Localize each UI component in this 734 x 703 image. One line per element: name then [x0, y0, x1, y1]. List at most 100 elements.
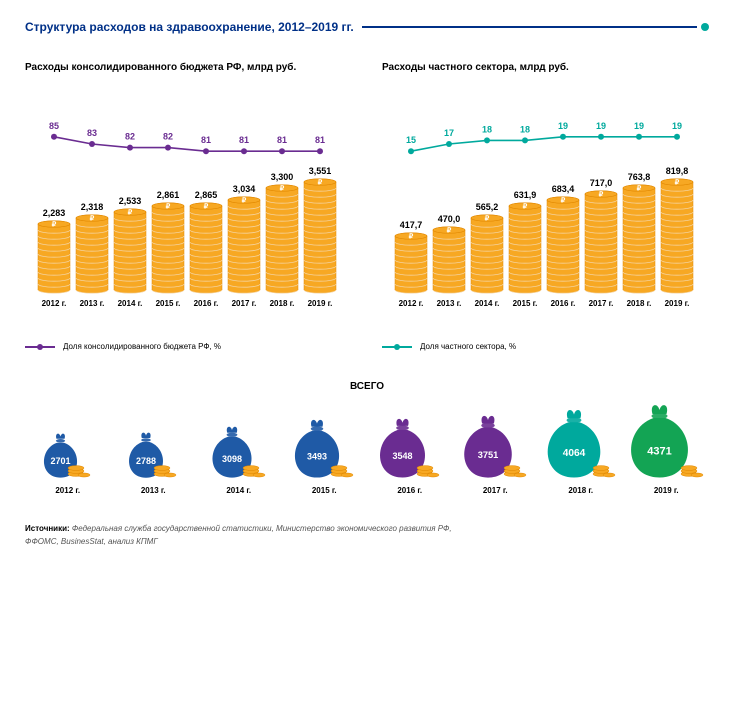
bag-year-label: 2016 г.: [397, 486, 422, 495]
svg-text:2,318: 2,318: [81, 202, 104, 212]
bag-graphic: 4064: [541, 405, 621, 480]
right-legend: Доля частного сектора, %: [382, 342, 709, 351]
bag-graphic: 3751: [458, 411, 532, 480]
bag-graphic: 3548: [374, 414, 445, 480]
svg-text:82: 82: [163, 132, 173, 142]
bag-item: 27012012 г.: [25, 429, 111, 495]
svg-text:2,533: 2,533: [119, 196, 142, 206]
svg-text:470,0: 470,0: [438, 214, 461, 224]
right-chart-svg: ₽417,72012 г.₽470,02013 г.₽565,22014 г.₽…: [382, 100, 702, 330]
svg-text:₽: ₽: [280, 185, 285, 193]
svg-text:₽: ₽: [166, 203, 171, 211]
svg-text:₽: ₽: [675, 179, 680, 187]
svg-text:₽: ₽: [242, 197, 247, 205]
svg-text:2788: 2788: [136, 456, 156, 466]
svg-text:2017 г.: 2017 г.: [232, 299, 257, 308]
right-chart: Расходы частного сектора, млрд руб. ₽417…: [382, 62, 709, 351]
bag-item: 43712019 г.: [624, 400, 710, 495]
svg-text:2019 г.: 2019 г.: [308, 299, 333, 308]
bag-year-label: 2014 г.: [226, 486, 251, 495]
svg-text:2,283: 2,283: [43, 208, 66, 218]
svg-text:81: 81: [315, 135, 325, 145]
svg-text:763,8: 763,8: [628, 172, 651, 182]
bag-item: 4064 2018 г.: [538, 405, 624, 495]
svg-text:4371: 4371: [647, 445, 671, 457]
left-chart: Расходы консолидированного бюджета РФ, м…: [25, 62, 352, 351]
left-chart-title: Расходы консолидированного бюджета РФ, м…: [25, 62, 352, 88]
svg-text:₽: ₽: [90, 215, 95, 223]
bag-item: 2788 2013 г.: [111, 428, 197, 495]
bag-year-label: 2017 г.: [483, 486, 508, 495]
sources: Источники: Федеральная служба государств…: [25, 523, 709, 549]
svg-text:18: 18: [482, 124, 492, 134]
svg-text:2018 г.: 2018 г.: [270, 299, 295, 308]
svg-text:₽: ₽: [318, 179, 323, 187]
svg-text:2017 г.: 2017 г.: [589, 299, 614, 308]
svg-text:4064: 4064: [562, 448, 585, 459]
bag-graphic: 2788: [124, 428, 182, 480]
charts-row: Расходы консолидированного бюджета РФ, м…: [25, 62, 709, 351]
svg-text:3751: 3751: [478, 450, 499, 460]
title-rule: [362, 26, 697, 28]
svg-text:565,2: 565,2: [476, 202, 499, 212]
svg-text:₽: ₽: [485, 215, 490, 223]
right-chart-title: Расходы частного сектора, млрд руб.: [382, 62, 709, 88]
left-legend-label: Доля консолидированного бюджета РФ, %: [63, 342, 221, 351]
svg-text:19: 19: [596, 121, 606, 131]
svg-text:19: 19: [672, 121, 682, 131]
bag-year-label: 2013 г.: [141, 486, 166, 495]
svg-text:19: 19: [558, 121, 568, 131]
bag-item: 3098 2014 г.: [196, 422, 282, 495]
svg-text:2019 г.: 2019 г.: [665, 299, 690, 308]
svg-text:683,4: 683,4: [552, 184, 575, 194]
svg-text:17: 17: [444, 128, 454, 138]
svg-text:₽: ₽: [204, 203, 209, 211]
svg-text:3,551: 3,551: [309, 166, 332, 176]
svg-text:₽: ₽: [599, 191, 604, 199]
svg-text:₽: ₽: [523, 203, 528, 211]
bag-graphic: 3098: [207, 422, 271, 480]
bag-item: 3548 2016 г.: [367, 414, 453, 495]
svg-text:19: 19: [634, 121, 644, 131]
left-legend: Доля консолидированного бюджета РФ, %: [25, 342, 352, 351]
svg-text:2013 г.: 2013 г.: [80, 299, 105, 308]
bag-item: 3751 2017 г.: [453, 411, 539, 495]
svg-text:3,300: 3,300: [271, 172, 294, 182]
right-legend-label: Доля частного сектора, %: [420, 342, 516, 351]
sources-label: Источники:: [25, 524, 70, 533]
svg-text:2016 г.: 2016 г.: [551, 299, 576, 308]
svg-text:2016 г.: 2016 г.: [194, 299, 219, 308]
svg-text:₽: ₽: [409, 233, 414, 241]
svg-text:81: 81: [201, 135, 211, 145]
svg-text:83: 83: [87, 128, 97, 138]
svg-text:3098: 3098: [222, 454, 242, 464]
right-legend-swatch: [382, 346, 412, 348]
svg-text:18: 18: [520, 124, 530, 134]
svg-text:2,861: 2,861: [157, 190, 180, 200]
bag-year-label: 2015 г.: [312, 486, 337, 495]
page-title: Структура расходов на здравоохранение, 2…: [25, 20, 354, 34]
svg-text:2015 г.: 2015 г.: [513, 299, 538, 308]
svg-text:2015 г.: 2015 г.: [156, 299, 181, 308]
title-dot: [701, 23, 709, 31]
svg-text:717,0: 717,0: [590, 178, 613, 188]
svg-text:819,8: 819,8: [666, 166, 689, 176]
svg-text:85: 85: [49, 121, 59, 131]
svg-text:2,865: 2,865: [195, 190, 218, 200]
svg-text:3,034: 3,034: [233, 184, 256, 194]
svg-text:2012 г.: 2012 г.: [42, 299, 67, 308]
svg-text:15: 15: [406, 135, 416, 145]
svg-text:2014 г.: 2014 г.: [475, 299, 500, 308]
svg-text:82: 82: [125, 132, 135, 142]
totals-section: ВСЕГО 27012012 г.27882013 г.30982014 г.3…: [25, 381, 709, 495]
svg-text:₽: ₽: [447, 227, 452, 235]
bag-year-label: 2018 г.: [568, 486, 593, 495]
svg-text:₽: ₽: [128, 209, 133, 217]
svg-text:2018 г.: 2018 г.: [627, 299, 652, 308]
sources-line1: Федеральная служба государственной стати…: [70, 524, 452, 533]
bag-graphic: 4371: [624, 400, 709, 480]
svg-text:81: 81: [277, 135, 287, 145]
left-legend-swatch: [25, 346, 55, 348]
bag-year-label: 2012 г.: [55, 486, 80, 495]
sources-line2: ФФОМС, BusinesStat, анализ КПМГ: [25, 537, 158, 546]
